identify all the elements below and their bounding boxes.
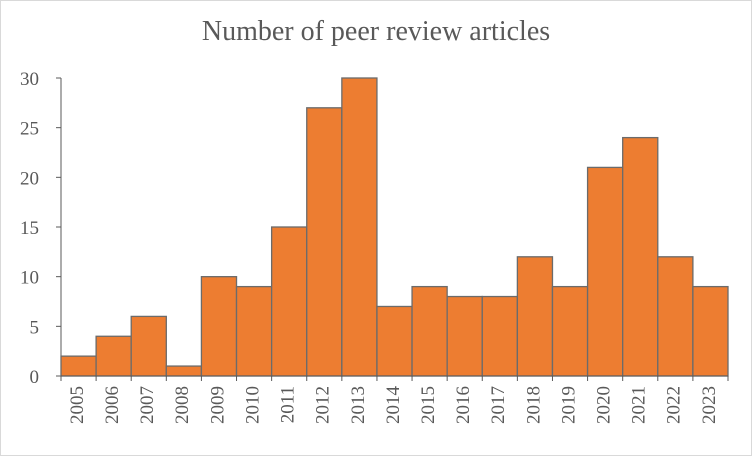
x-tick-label-2011: 2011	[278, 386, 299, 423]
y-axis: 0 5 10 15 20 25 30	[20, 69, 62, 388]
x-tick-label-2022: 2022	[664, 386, 685, 424]
x-tick-label-2020: 2020	[593, 386, 614, 424]
x-tick-label-2018: 2018	[523, 386, 544, 424]
y-tick-label-25: 25	[20, 119, 39, 140]
x-tick-label-2013: 2013	[348, 386, 369, 424]
chart-title: Number of peer review articles	[201, 16, 551, 47]
x-tick-label-2019: 2019	[558, 386, 579, 424]
bar-2022	[657, 256, 694, 377]
bar-2006	[95, 335, 132, 377]
bar-2013	[341, 77, 378, 377]
y-tick-label-15: 15	[20, 218, 39, 239]
bar-2016	[446, 295, 483, 377]
y-tick-label-5: 5	[30, 317, 40, 338]
bar-2018	[516, 256, 554, 377]
bars	[60, 77, 729, 377]
x-tick-label-2014: 2014	[383, 386, 404, 425]
bar-2012	[306, 107, 343, 377]
x-tick-label-2005: 2005	[67, 386, 88, 424]
x-tick-label-2021: 2021	[629, 386, 650, 424]
bar-2009	[200, 276, 238, 377]
y-tick-label-20: 20	[20, 168, 39, 189]
x-tick-label-2006: 2006	[102, 386, 123, 424]
bar-2019	[551, 285, 589, 377]
bar-2008	[165, 365, 203, 377]
x-tick-label-2023: 2023	[699, 386, 720, 424]
bar-2011	[270, 226, 308, 377]
x-tick-label-2016: 2016	[453, 386, 474, 424]
bar-2005	[60, 355, 97, 377]
bar-2017	[481, 295, 519, 377]
x-axis: 2005 2006 2007 2008 2009 2010 2011 2012 2013 2014…	[60, 375, 729, 425]
bar-2014	[376, 305, 413, 377]
x-tick-label-2017: 2017	[488, 386, 509, 424]
x-tick-label-2009: 2009	[207, 386, 228, 424]
bar-2023	[692, 285, 729, 377]
bar-2020	[586, 166, 624, 377]
y-tick-label-0: 0	[30, 367, 40, 388]
y-tick-label-10: 10	[20, 268, 39, 289]
y-tick-label-30: 30	[20, 69, 39, 90]
x-tick-label-2007: 2007	[137, 386, 158, 424]
x-tick-label-2012: 2012	[313, 386, 334, 424]
x-tick-label-2010: 2010	[242, 386, 263, 424]
bar-2021	[622, 136, 659, 377]
bar-2015	[411, 285, 448, 377]
bar-2007	[130, 315, 167, 377]
x-tick-label-2015: 2015	[418, 386, 439, 424]
bar-2010	[235, 285, 273, 377]
x-tick-label-2008: 2008	[172, 386, 193, 424]
